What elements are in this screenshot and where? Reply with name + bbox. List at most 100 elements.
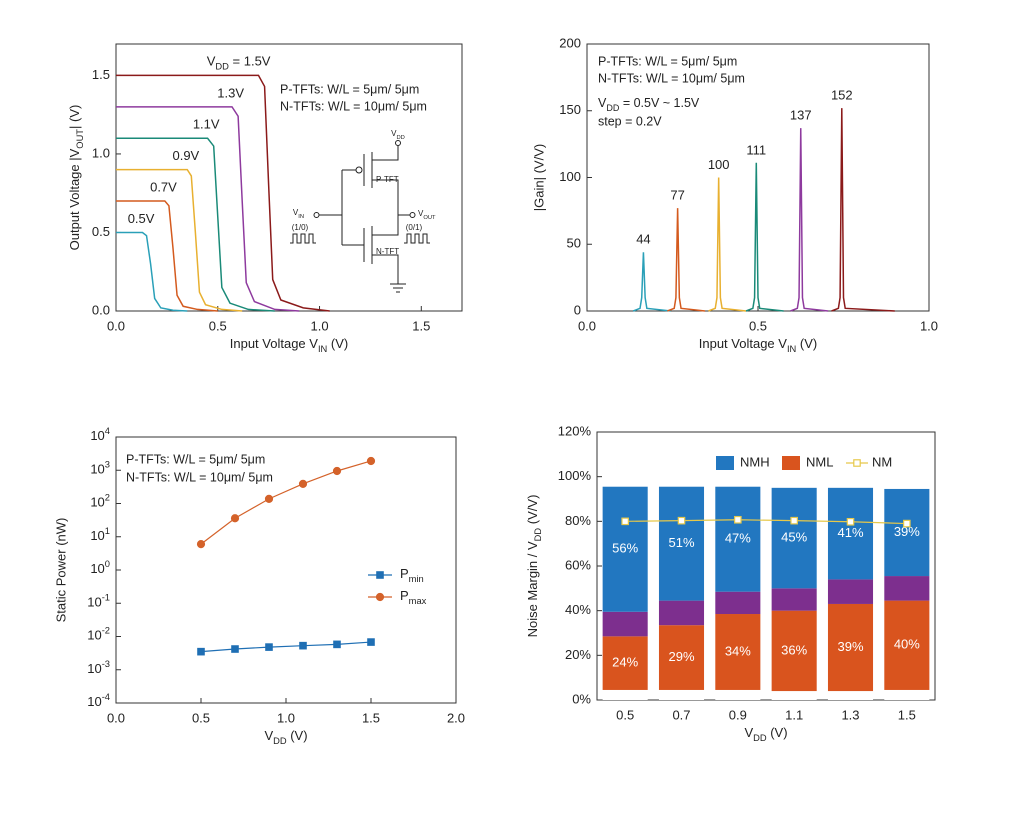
text-part: 10 (90, 428, 104, 443)
text-part: V (264, 728, 273, 743)
x-tick-label: 0.5 (192, 710, 210, 725)
vdd-terminal (395, 140, 401, 146)
y-tick-label: 1.0 (92, 145, 110, 160)
marker (299, 641, 307, 650)
peak-label: 100 (708, 157, 730, 172)
y-tick-label: 40% (565, 602, 591, 617)
x-tick-label: 1.0 (310, 318, 328, 333)
y-tick-label: 100 (559, 169, 581, 184)
text-part: V (744, 725, 753, 740)
peak-label: 111 (746, 142, 766, 157)
x-axis-label: VDD (V) (264, 728, 307, 746)
series-line (200, 641, 372, 653)
x-tick-label: 0.5 (749, 318, 767, 333)
bar-segment (827, 579, 874, 604)
text-part: 10 (90, 462, 104, 477)
text-part: V (598, 96, 607, 110)
series-line (632, 252, 671, 312)
bar-segment (884, 689, 930, 700)
series-line (708, 177, 747, 312)
subscript: DD (606, 103, 619, 113)
series-line (116, 231, 188, 312)
x-tick-label: 0.5 (209, 318, 227, 333)
bar-value-label: 24% (612, 655, 638, 670)
y-axis-label: Static Power (nW) (53, 518, 68, 623)
curve-label: 1.1V (193, 117, 220, 132)
y-tick-label: 1.5 (92, 67, 110, 82)
marker (677, 516, 686, 525)
inset-label: P-TFT (376, 175, 399, 184)
y-tick-label: 100% (558, 468, 592, 483)
y-tick-label: 80% (565, 513, 591, 528)
bar-segment (715, 591, 761, 615)
inverter-circuit (290, 140, 430, 293)
subscript: IN (787, 344, 796, 354)
bar-segment (827, 487, 874, 580)
text-part: 10 (87, 595, 101, 610)
marker (734, 515, 742, 524)
marker (196, 540, 206, 549)
superscript: 1 (105, 526, 110, 536)
curve-label: VDD = 1.5V (207, 54, 271, 72)
x-tick-label: 0.7 (672, 707, 690, 722)
series-line (116, 200, 218, 312)
bar-segment (658, 689, 705, 700)
output-terminal (409, 212, 416, 218)
legend-marker (853, 459, 861, 467)
x-tick-label: 1.1 (785, 707, 803, 722)
superscript: 4 (105, 426, 110, 436)
text-part: P (400, 588, 409, 603)
bar-segment (715, 689, 761, 700)
annotation: N-TFTs: W/L = 10μm/ 5μm (598, 71, 745, 85)
y-tick-label: 0.0 (92, 302, 110, 317)
superscript: 0 (105, 559, 110, 569)
peak-label: 44 (636, 232, 650, 247)
annotation: VDD = 0.5V ~ 1.5V (598, 96, 700, 113)
x-tick-label: 1.5 (898, 707, 916, 722)
marker (621, 517, 629, 526)
input-terminal (313, 212, 320, 218)
superscript: 3 (105, 460, 110, 470)
input-waveform (290, 233, 316, 244)
legend-marker (375, 592, 385, 602)
bar-segment (884, 576, 930, 601)
inset-label: VOUT (418, 209, 436, 220)
y-tick-label: 0% (572, 691, 591, 706)
series-line (116, 137, 275, 312)
subscript: DD (273, 736, 287, 746)
x-tick-label: 2.0 (447, 710, 465, 725)
y-tick-label: 103 (90, 460, 110, 477)
x-tick-label: 1.0 (920, 318, 938, 333)
bar-segment (602, 486, 648, 612)
marker (298, 479, 308, 488)
superscript: -2 (102, 626, 110, 636)
subscript: max (409, 596, 427, 606)
inset-label: VIN (293, 208, 304, 219)
bar-segment (884, 488, 930, 577)
superscript: -4 (102, 692, 110, 702)
legend-label: NMH (740, 454, 770, 469)
bar-value-label: 39% (837, 639, 863, 654)
y-tick-label: 100 (90, 559, 110, 576)
series-line (116, 74, 330, 312)
marker (231, 645, 239, 653)
gate-bubble (355, 166, 363, 174)
y-axis-label: |Gain| (V/V) (531, 144, 546, 211)
series-line (831, 108, 895, 312)
bar-segment (715, 614, 761, 690)
bar-segment (771, 588, 817, 611)
curve-label: 0.9V (172, 148, 199, 163)
circuit-wires (319, 145, 410, 293)
superscript: -3 (102, 659, 110, 669)
text-part: V (293, 208, 299, 217)
peak-label: 137 (790, 108, 812, 123)
marker (197, 647, 205, 656)
y-tick-label: 120% (558, 423, 592, 438)
x-tick-label: 0.0 (107, 318, 125, 333)
text-part: P (400, 566, 409, 581)
bar-segment (602, 636, 648, 690)
y-tick-label: 0.5 (92, 224, 110, 239)
bar-segment (884, 600, 930, 690)
marker (264, 494, 274, 503)
text-part: Input Voltage V (699, 336, 788, 351)
